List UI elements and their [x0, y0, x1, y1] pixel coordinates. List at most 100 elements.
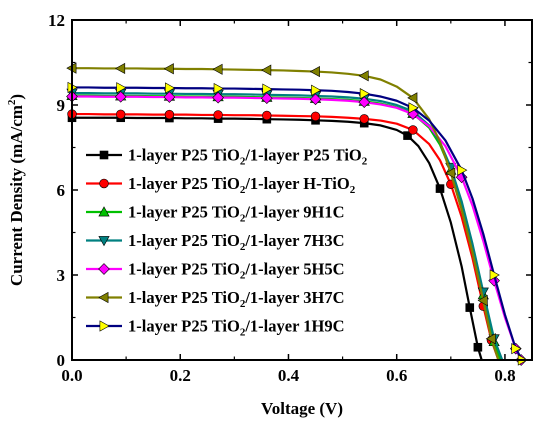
legend-label-sub-3-0: 2 — [240, 241, 246, 253]
legend-label-part-3-1: /1-layer 7H3C — [244, 231, 344, 250]
plot-series-layer — [66, 62, 528, 366]
x-axis-title: Voltage (V) — [261, 399, 343, 418]
x-tick-label-0: 0.0 — [61, 366, 82, 385]
data-point-1-6 — [164, 109, 175, 120]
data-point-6-3 — [116, 82, 127, 94]
series-6 — [67, 81, 528, 366]
legend-label-part-4-0: 1-layer P25 TiO — [128, 260, 240, 279]
legend-label-part-1-1: /1-layer H-TiO — [244, 174, 350, 193]
data-point-0-28 — [473, 342, 483, 352]
legend-label-part-5-0: 1-layer P25 TiO — [128, 288, 240, 307]
data-point-4-18 — [358, 96, 371, 108]
x-tick-label-2: 0.4 — [278, 366, 300, 385]
data-point-4-9 — [212, 91, 224, 104]
legend-label-part-2-1: /1-layer 9H1C — [244, 203, 344, 222]
data-point-4-12 — [260, 92, 273, 105]
data-point-6-6 — [165, 82, 176, 94]
legend-label-sub-1-0: 2 — [240, 184, 246, 196]
legend-item-0: 1-layer P25 TiO2/1-layer P25 TiO2 — [86, 146, 368, 168]
data-point-1-12 — [262, 110, 272, 121]
legend-label-4: 1-layer P25 TiO2/1-layer 5H5C — [128, 260, 344, 282]
x-tick-label-4: 0.8 — [494, 366, 515, 385]
y-axis-title: Current Density (mA/cm2) — [6, 94, 26, 286]
legend-item-1: 1-layer P25 TiO2/1-layer H-TiO2 — [86, 174, 356, 196]
legend-label-3: 1-layer P25 TiO2/1-layer 7H3C — [128, 231, 344, 253]
data-point-1-9 — [213, 110, 223, 120]
data-point-0-27 — [465, 303, 475, 312]
legend-marker-5 — [98, 291, 109, 304]
y-tick-label-4: 12 — [48, 11, 65, 30]
data-point-5-21 — [407, 92, 418, 104]
legend-label-part-0-1: /1-layer P25 TiO — [244, 146, 362, 165]
legend-item-2: 1-layer P25 TiO2/1-layer 9H1C — [86, 203, 344, 225]
legend-item-6: 1-layer P25 TiO2/1-layer 1H9C — [86, 317, 344, 339]
legend-label-6: 1-layer P25 TiO2/1-layer 1H9C — [128, 317, 344, 339]
data-point-6-24 — [457, 164, 468, 176]
data-point-5-6 — [163, 63, 174, 75]
legend-label-part-1-0: 1-layer P25 TiO — [128, 174, 240, 193]
legend-label-5: 1-layer P25 TiO2/1-layer 3H7C — [128, 288, 344, 310]
legend-label-part-3-0: 1-layer P25 TiO — [128, 231, 240, 250]
data-point-6-29 — [511, 343, 522, 355]
legend-marker-0 — [99, 150, 109, 160]
legend-label-sub-0-1: 2 — [362, 156, 368, 168]
data-point-5-28 — [485, 333, 496, 345]
data-point-6-18 — [359, 88, 370, 100]
legend-item-4: 1-layer P25 TiO2/1-layer 5H5C — [86, 260, 344, 282]
legend-marker-2 — [98, 206, 110, 217]
legend-marker-3 — [98, 236, 110, 247]
y-axis-title-end: ) — [7, 94, 26, 100]
data-point-5-27 — [477, 294, 488, 307]
y-tick-label-2: 6 — [57, 181, 66, 200]
data-point-5-12 — [261, 64, 272, 76]
data-point-1-18 — [359, 114, 369, 124]
axis-ticks — [71, 19, 532, 361]
legend-label-sub-6-0: 2 — [240, 327, 246, 339]
y-tick-label-0: 0 — [57, 351, 66, 370]
legend-label-sub-4-0: 2 — [240, 270, 246, 282]
data-point-5-15 — [309, 65, 320, 78]
y-axis-title-base: Current Density (mA/cm — [7, 105, 26, 286]
data-point-1-21 — [408, 125, 418, 135]
legend-label-part-0-0: 1-layer P25 TiO — [128, 146, 240, 165]
series-line-0 — [72, 116, 483, 361]
data-point-5-9 — [212, 63, 223, 75]
legend-marker-6 — [99, 320, 110, 332]
legend-label-part-4-1: /1-layer 5H5C — [244, 260, 344, 279]
data-point-6-15 — [311, 84, 322, 96]
legend-label-1: 1-layer P25 TiO2/1-layer H-TiO2 — [128, 174, 356, 196]
data-point-6-21 — [408, 102, 419, 114]
data-point-6-27 — [489, 269, 500, 281]
data-point-4-15 — [309, 93, 322, 106]
data-point-5-18 — [358, 70, 369, 82]
x-tick-label-3: 0.6 — [386, 366, 407, 385]
data-point-1-3 — [116, 109, 126, 120]
legend-label-part-6-1: /1-layer 1H9C — [244, 317, 344, 336]
series-line-5 — [72, 67, 500, 361]
legend-label-sub-2-0: 2 — [240, 213, 246, 225]
legend-label-sub-1-1: 2 — [350, 184, 356, 196]
legend-item-3: 1-layer P25 TiO2/1-layer 7H3C — [86, 231, 344, 253]
legend-label-sub-5-0: 2 — [240, 298, 246, 310]
x-tick-label-1: 0.2 — [170, 366, 191, 385]
data-point-6-9 — [213, 82, 224, 95]
y-axis-title-superscript: 2 — [6, 99, 18, 105]
data-point-5-24 — [445, 167, 456, 179]
data-point-4-6 — [163, 91, 176, 103]
legend-label-0: 1-layer P25 TiO2/1-layer P25 TiO2 — [128, 146, 368, 168]
legend-label-part-6-0: 1-layer P25 TiO — [128, 317, 240, 336]
data-point-0-24 — [435, 184, 445, 193]
tick-labels: 0.0 0.2 0.4 0.6 0.8 0 3 6 9 12 — [48, 11, 516, 385]
y-tick-label-3: 9 — [57, 96, 66, 115]
legend-label-part-2-0: 1-layer P25 TiO — [128, 203, 240, 222]
legend-label-part-5-1: /1-layer 3H7C — [244, 288, 344, 307]
data-point-0-21 — [403, 131, 412, 140]
legend-item-5: 1-layer P25 TiO2/1-layer 3H7C — [86, 288, 344, 310]
legend-marker-1 — [99, 178, 109, 189]
legend-marker-4 — [98, 263, 110, 275]
series-5 — [66, 62, 500, 361]
data-point-1-15 — [310, 111, 321, 122]
legend-label-sub-0-0: 2 — [240, 156, 246, 168]
data-point-6-12 — [262, 83, 273, 95]
